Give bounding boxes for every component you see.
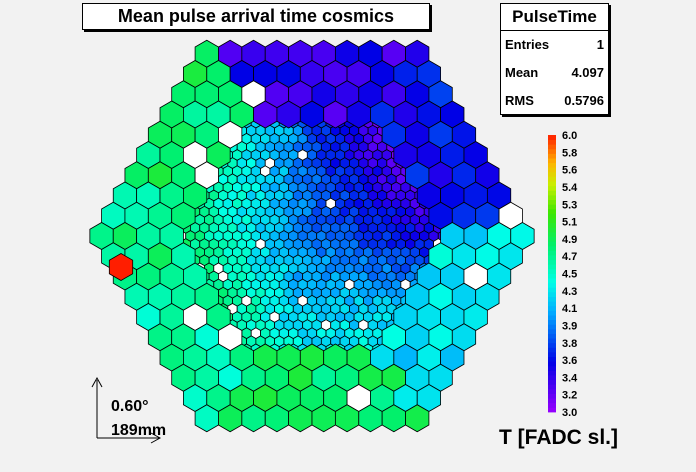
stats-box: PulseTime Entries 1 Mean 4.097 RMS 0.579… [500,3,609,115]
stats-row-mean: Mean 4.097 [501,59,608,87]
palette-step [548,273,556,279]
palette-step [548,287,556,293]
scale-arrow [91,376,162,444]
palette-step [548,148,556,154]
palette-tick-label: 3.8 [562,338,577,350]
palette-step [548,398,556,404]
palette-step [548,301,556,307]
palette-step [548,208,556,214]
stats-label: RMS [505,93,534,108]
palette-tick-label: 3.9 [562,320,577,332]
palette-tick-label: 3.4 [562,372,578,384]
palette-step [548,328,556,334]
palette-step [548,264,556,270]
palette-step [548,144,556,150]
palette-step [548,255,556,261]
z-axis-label: T [FADC sl.] [499,426,618,449]
palette-step [548,393,556,399]
palette-step [548,347,556,353]
palette-step [548,190,556,196]
palette-step [548,241,556,247]
palette-step [548,361,556,367]
palette-tick-label: 3.0 [562,407,577,419]
palette-step [548,402,556,408]
palette-tick-label: 4.5 [562,269,577,281]
palette-tick-label: 4.1 [562,303,577,315]
palette-step [548,181,556,187]
palette-step [548,356,556,362]
palette-step [548,236,556,242]
palette-step [548,310,556,316]
palette-tick-label: 6.0 [562,130,577,142]
palette-step [548,333,556,339]
stats-value: 4.097 [571,65,604,80]
stats-row-entries: Entries 1 [501,31,608,59]
palette-step [548,315,556,321]
palette-step [548,259,556,265]
outer-pixel [405,404,430,433]
palette-tick-label: 5.1 [562,217,577,229]
scale-length: 189mm [111,422,167,439]
palette-tick-label: 4.7 [562,251,577,263]
palette-step [548,375,556,381]
stats-name: PulseTime [501,4,608,31]
outer-pixels [89,39,535,433]
palette-step [548,296,556,302]
palette-step [548,305,556,311]
palette-tick-label: 5.8 [562,147,577,159]
palette-step [548,370,556,376]
palette-step [548,222,556,228]
palette-step [548,338,556,344]
palette-tick-label: 3.2 [562,390,577,402]
palette-step [548,135,556,141]
palette-tick-label: 4.9 [562,234,577,246]
palette-step [548,365,556,371]
palette-step [548,227,556,233]
chart-title: Mean pulse arrival time cosmics [82,3,430,30]
palette-step [548,199,556,205]
palette-step [548,245,556,251]
palette-step [548,213,556,219]
palette-tick-label: 5.6 [562,165,577,177]
palette-step [548,319,556,325]
stats-label: Entries [505,37,550,52]
palette-tick-label: 5.4 [562,182,578,194]
palette-tick-label: 5.3 [562,199,577,211]
palette-step [548,250,556,256]
palette-step [548,231,556,237]
palette-step [548,291,556,297]
palette-tick-label: 3.6 [562,355,577,367]
stats-value: 0.5796 [564,93,604,108]
palette-step [548,282,556,288]
palette-step [548,384,556,390]
stats-label: Mean [505,65,539,80]
palette-step [548,176,556,182]
palette-step [548,379,556,385]
palette-step [548,162,556,168]
palette-step [548,185,556,191]
palette-step [548,388,556,394]
palette-step [548,158,556,164]
palette-tick-label: 4.3 [562,286,577,298]
palette-step [548,342,556,348]
stats-row-rms: RMS 0.5796 [501,87,608,115]
scale-angle: 0.60° [111,398,149,415]
stats-value: 1 [596,37,604,52]
palette-step [548,171,556,177]
palette-step [548,278,556,284]
palette-step [548,195,556,201]
palette-step [548,351,556,357]
palette-step [548,268,556,274]
palette-step [548,218,556,224]
hot-pixel [108,253,134,281]
palette-step [548,139,556,145]
palette-step [548,324,556,330]
color-palette: 3.0 3.2 3.4 3.6 3.8 3.9 4.1 4.3 4.5 4.7 4.9 5.1 5.3 5… [548,130,578,419]
palette-step [548,407,556,413]
palette-step [548,204,556,210]
palette-step [548,167,556,173]
palette-step [548,153,556,159]
